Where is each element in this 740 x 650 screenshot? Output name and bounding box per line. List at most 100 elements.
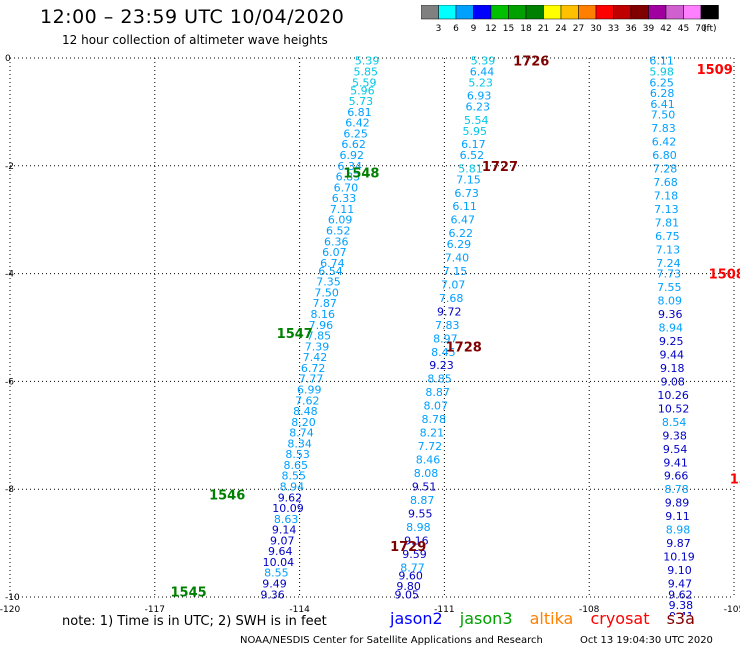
pass-time-label: 1548 xyxy=(343,166,379,181)
swh-value: 6.70 xyxy=(334,181,359,194)
swh-value: 6.72 xyxy=(301,362,326,375)
swh-value: 6.22 xyxy=(449,227,474,240)
swh-value: 6.11 xyxy=(452,200,477,213)
x-tick-label: -108 xyxy=(579,605,600,615)
scale-label: 36 xyxy=(625,24,637,34)
swh-value: 9.62 xyxy=(668,588,693,601)
swh-value: 9.05 xyxy=(395,588,420,601)
swh-value: 8.98 xyxy=(666,524,691,537)
swh-value: 9.41 xyxy=(663,456,688,469)
swh-value: 6.92 xyxy=(339,149,364,162)
swh-value: 7.83 xyxy=(435,319,460,332)
x-tick-label: -120 xyxy=(0,605,20,615)
swh-value: 8.46 xyxy=(416,454,441,467)
scale-label: 18 xyxy=(520,24,532,34)
pass-time-label: 1728 xyxy=(446,340,482,355)
swh-value: 10.19 xyxy=(663,551,695,564)
swh-value: 9.07 xyxy=(270,534,295,547)
swh-value: 5.73 xyxy=(349,95,374,108)
swh-value: 8.77 xyxy=(400,561,425,574)
x-tick-label: -105 xyxy=(724,605,740,615)
swh-value: 5.95 xyxy=(463,125,488,138)
swh-value: 7.87 xyxy=(312,297,337,310)
swh-value: 8.54 xyxy=(662,416,687,429)
swh-value: 7.40 xyxy=(445,251,470,264)
pass-time-label: 1726 xyxy=(513,55,549,70)
swh-value: 8.53 xyxy=(285,448,310,461)
swh-value: 9.60 xyxy=(398,569,423,582)
swh-value: 10.09 xyxy=(272,502,304,515)
scale-label: 42 xyxy=(660,24,671,34)
swh-value: 6.29 xyxy=(447,238,472,251)
swh-value: 5.96 xyxy=(350,84,375,97)
swh-value: 8.65 xyxy=(283,459,308,472)
swh-value: 9.14 xyxy=(272,524,297,537)
swh-value: 8.74 xyxy=(289,427,314,440)
swh-value: 7.85 xyxy=(307,330,332,343)
swh-value: 5.81 xyxy=(458,162,483,175)
swh-value: 9.36 xyxy=(658,308,683,321)
swh-value: 10.52 xyxy=(658,402,690,415)
swh-value: 8.07 xyxy=(423,400,448,413)
swh-value: 5.54 xyxy=(464,114,489,127)
y-tick-label: -6 xyxy=(5,377,14,387)
legend-jason2: jason2 xyxy=(390,609,443,628)
pass-time-label: 1509 xyxy=(697,63,733,78)
swh-value: 6.25 xyxy=(343,127,368,140)
swh-value: 9.55 xyxy=(408,507,433,520)
swh-value: 6.36 xyxy=(324,235,349,248)
swh-value: 9.54 xyxy=(663,443,688,456)
scale-label: 39 xyxy=(643,24,655,34)
swh-value: 8.45 xyxy=(431,346,456,359)
swh-value: 9.49 xyxy=(262,578,287,591)
swh-value: 9.16 xyxy=(404,534,429,547)
swh-value: 9.41 xyxy=(669,610,694,615)
swh-value: 5.98 xyxy=(649,65,674,78)
pass-time-label: 1508 xyxy=(709,268,740,283)
swh-value: 7.96 xyxy=(309,319,334,332)
scale-label: 24 xyxy=(555,24,567,34)
swh-value: 10.04 xyxy=(263,556,295,569)
legend-altika: altika xyxy=(529,609,574,628)
swh-value: 9.59 xyxy=(402,548,427,561)
swh-value: 9.47 xyxy=(668,578,693,591)
swh-value: 6.11 xyxy=(649,55,674,68)
swh-value: 8.94 xyxy=(659,322,684,335)
swh-value: 7.18 xyxy=(654,189,679,202)
swh-value: 8.87 xyxy=(425,386,450,399)
scale-label: 6 xyxy=(453,24,459,34)
swh-value: 9.44 xyxy=(659,348,684,361)
swh-value: 9.64 xyxy=(268,545,293,558)
swh-value: 8.85 xyxy=(427,373,452,386)
swh-value: 7.55 xyxy=(657,281,682,294)
swh-value: 8.20 xyxy=(291,416,316,429)
swh-value: 6.25 xyxy=(649,76,674,89)
swh-value: 8.34 xyxy=(287,437,312,450)
swh-value: 8.48 xyxy=(293,405,318,418)
scale-label: 3 xyxy=(436,24,442,34)
swh-value: 9.38 xyxy=(669,599,694,612)
swh-value: 9.80 xyxy=(396,580,421,593)
page-subtitle: 12 hour collection of altimeter wave hei… xyxy=(62,33,328,47)
x-tick-label: -111 xyxy=(434,605,454,615)
swh-value: 7.68 xyxy=(653,176,678,189)
y-tick-label: -4 xyxy=(5,270,14,280)
wave-height-chart: -120 -117 -114 -111 -108 -105 0 -2 -4 -6 -8 -10 5.39… xyxy=(0,54,740,615)
swh-value: 7.72 xyxy=(418,440,443,453)
satellite-legend: jason2 jason3 altika cryosat s3a xyxy=(390,609,707,628)
swh-value: 9.51 xyxy=(412,481,437,494)
x-tick-label: -117 xyxy=(145,605,165,615)
color-scale: 3 6 9 12 15 18 21 24 27 30 33 36 39 42 45 70(ft) xyxy=(421,5,719,34)
swh-value: 7.68 xyxy=(439,292,464,305)
swh-value: 8.98 xyxy=(406,521,431,534)
swh-value: 5.23 xyxy=(468,76,493,89)
scale-label: 27 xyxy=(573,24,584,34)
swh-value: 7.13 xyxy=(656,243,681,256)
swh-value: 9.08 xyxy=(660,375,685,388)
legend-cryosat: cryosat xyxy=(590,609,650,628)
swh-value: 7.35 xyxy=(316,276,341,289)
scale-label: 12 xyxy=(485,24,496,34)
swh-value: 8.09 xyxy=(658,295,683,308)
page-title: 12:00 – 23:59 UTC 10/04/2020 xyxy=(40,6,345,28)
scale-label: 21 xyxy=(538,24,549,34)
